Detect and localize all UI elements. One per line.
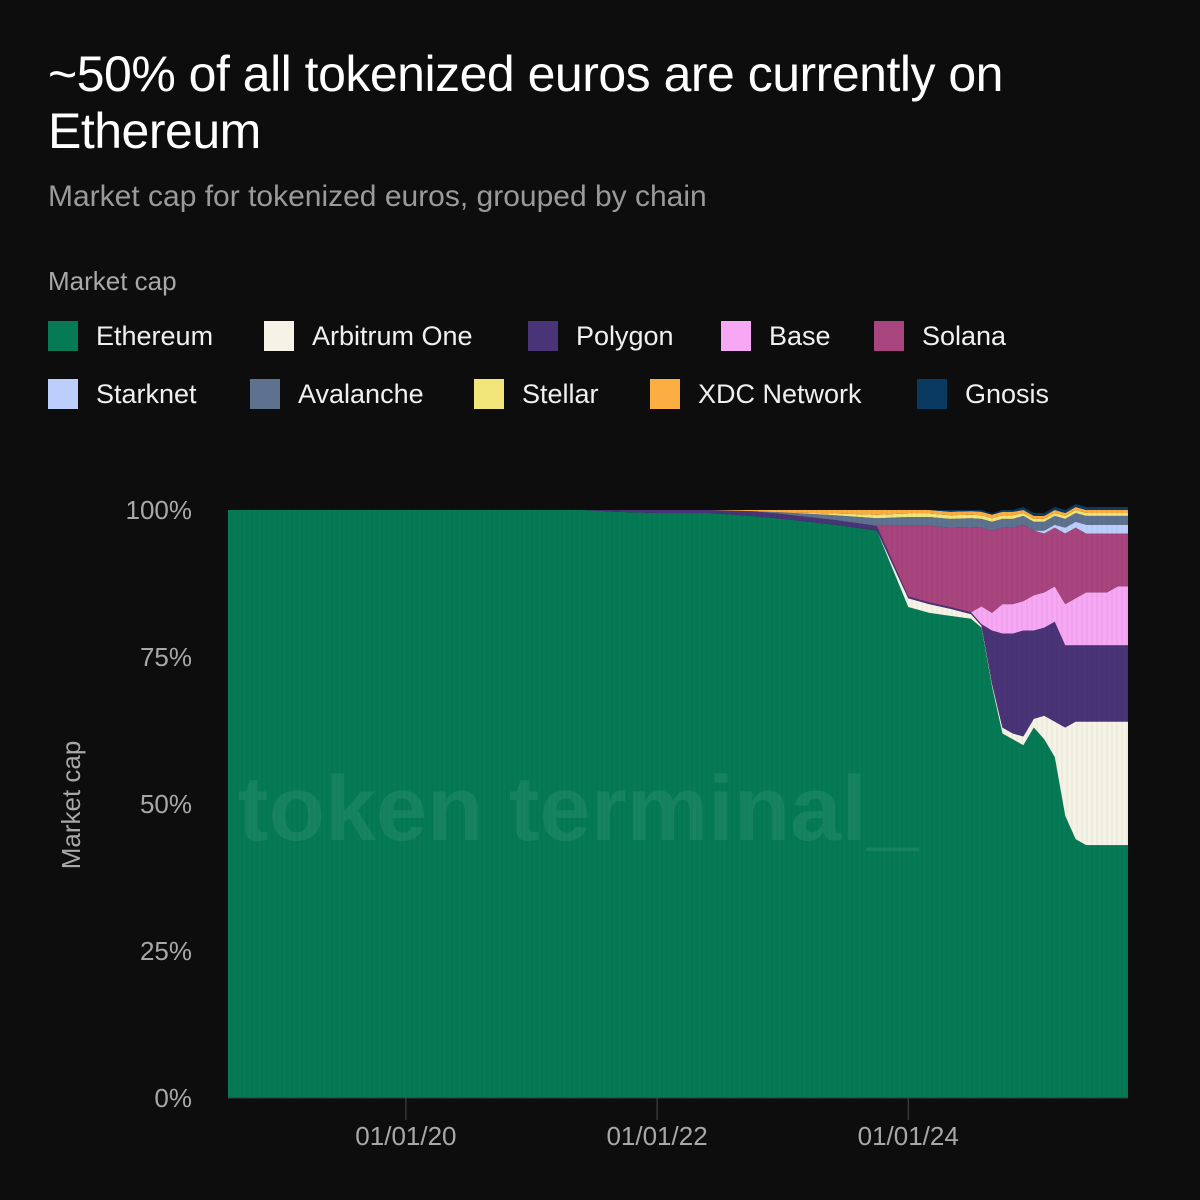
legend-swatch-avalanche <box>250 379 280 409</box>
area-xdc-network <box>228 507 1128 519</box>
legend-item-starknet[interactable]: Starknet <box>48 376 197 412</box>
legend-label-arbitrum-one: Arbitrum One <box>312 320 473 351</box>
area-arbitrum-one <box>228 510 1128 846</box>
bar-texture <box>231 510 1128 1098</box>
legend-item-arbitrum-one[interactable]: Arbitrum One <box>264 318 473 354</box>
legend: Ethereum Arbitrum One Polygon Base Solan… <box>48 318 1168 434</box>
legend-swatch-polygon <box>528 321 558 351</box>
legend-item-polygon[interactable]: Polygon <box>528 318 674 354</box>
legend-label-avalanche: Avalanche <box>298 378 424 409</box>
legend-row-2: Starknet Avalanche Stellar XDC Network G… <box>48 376 1168 434</box>
legend-label-gnosis: Gnosis <box>965 378 1050 409</box>
watermark: token terminal_ <box>238 758 919 860</box>
y-tick-label: 75% <box>140 642 192 672</box>
legend-item-avalanche[interactable]: Avalanche <box>250 376 424 412</box>
y-tick-label: 100% <box>126 495 193 525</box>
area-stellar <box>228 510 1128 522</box>
legend-label-ethereum: Ethereum <box>96 320 214 351</box>
legend-item-ethereum[interactable]: Ethereum <box>48 318 213 354</box>
x-tick-label: 01/01/22 <box>606 1121 707 1151</box>
legend-item-stellar[interactable]: Stellar <box>474 376 599 412</box>
legend-label-polygon: Polygon <box>576 320 674 351</box>
y-tick-label: 0% <box>154 1083 192 1113</box>
legend-swatch-base <box>721 321 751 351</box>
legend-swatch-gnosis <box>917 379 947 409</box>
y-axis: 0% 25% 50% 75% 100% <box>126 495 193 1113</box>
area-gnosis <box>228 504 1128 516</box>
legend-label-xdc-network: XDC Network <box>698 378 862 409</box>
legend-row-1: Ethereum Arbitrum One Polygon Base Solan… <box>48 318 1168 376</box>
x-tick-label: 01/01/20 <box>355 1121 456 1151</box>
legend-swatch-xdc-network <box>650 379 680 409</box>
legend-label-solana: Solana <box>922 320 1007 351</box>
legend-swatch-arbitrum-one <box>264 321 294 351</box>
legend-label-starknet: Starknet <box>96 378 197 409</box>
legend-swatch-stellar <box>474 379 504 409</box>
legend-item-xdc-network[interactable]: XDC Network <box>650 376 862 412</box>
legend-swatch-ethereum <box>48 321 78 351</box>
legend-label-stellar: Stellar <box>522 378 599 409</box>
legend-item-base[interactable]: Base <box>721 318 831 354</box>
stacked-area-chart: token terminal_ 0% 25% 50% 75% 100% 01/01/20… <box>56 495 1128 1151</box>
legend-label-base: Base <box>769 320 831 351</box>
y-tick-label: 25% <box>140 936 192 966</box>
legend-title: Market cap <box>48 266 177 296</box>
area-ethereum <box>228 510 1128 1098</box>
area-avalanche <box>228 510 1128 531</box>
area-solana <box>228 510 1128 613</box>
y-axis-label: Market cap <box>56 741 86 870</box>
chart-title: ~50% of all tokenized euros are currentl… <box>48 46 1003 159</box>
legend-swatch-solana <box>874 321 904 351</box>
legend-item-solana[interactable]: Solana <box>874 318 1006 354</box>
legend-swatch-starknet <box>48 379 78 409</box>
x-tick-label: 01/01/24 <box>858 1121 959 1151</box>
x-axis: 01/01/20 01/01/22 01/01/24 <box>228 1097 1128 1151</box>
area-series-group <box>228 504 1128 1098</box>
chart-subtitle: Market cap for tokenized euros, grouped … <box>48 180 707 213</box>
area-polygon <box>228 510 1128 737</box>
area-starknet <box>228 510 1128 534</box>
legend-item-gnosis[interactable]: Gnosis <box>917 376 1049 412</box>
y-tick-label: 50% <box>140 789 192 819</box>
